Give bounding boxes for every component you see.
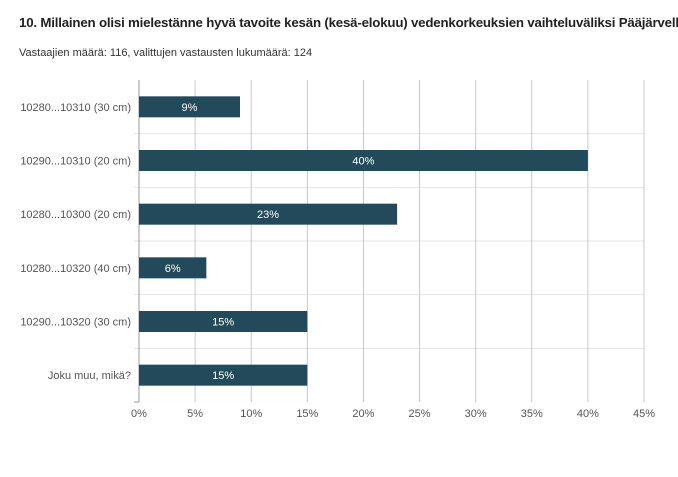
chart-subtitle: Vastaajien määrä: 116, valittujen vastau… bbox=[19, 47, 313, 59]
category-label: 10280...10300 (20 cm) bbox=[20, 209, 131, 221]
x-tick-label: 15% bbox=[296, 408, 318, 420]
bar bbox=[139, 96, 240, 118]
data-label: 40% bbox=[352, 156, 374, 168]
bar bbox=[139, 257, 207, 279]
category-label: Joku muu, mikä? bbox=[48, 370, 131, 382]
x-tick-label: 40% bbox=[577, 408, 599, 420]
x-tick-label: 25% bbox=[409, 408, 431, 420]
x-tick-label: 5% bbox=[187, 408, 203, 420]
data-label: 15% bbox=[212, 317, 234, 329]
category-label: 10290...10310 (20 cm) bbox=[20, 156, 131, 168]
data-label: 23% bbox=[257, 209, 279, 221]
x-tick-label: 45% bbox=[633, 408, 655, 420]
bar bbox=[139, 150, 588, 171]
x-tick-label: 30% bbox=[465, 408, 487, 420]
category-label: 10290...10320 (30 cm) bbox=[20, 317, 131, 329]
bar bbox=[139, 203, 398, 225]
x-tick-label: 35% bbox=[521, 408, 543, 420]
x-tick-label: 10% bbox=[240, 408, 262, 420]
data-label: 6% bbox=[165, 263, 181, 275]
data-label: 9% bbox=[182, 102, 198, 114]
category-label: 10280...10310 (30 cm) bbox=[20, 102, 131, 114]
bar bbox=[139, 364, 308, 386]
data-label: 15% bbox=[212, 370, 234, 382]
bar bbox=[139, 311, 308, 332]
x-tick-label: 0% bbox=[131, 408, 147, 420]
x-tick-label: 20% bbox=[352, 408, 374, 420]
chart-title: 10. Millainen olisi mielestänne hyvä tav… bbox=[19, 15, 678, 30]
category-label: 10280...10320 (40 cm) bbox=[20, 263, 131, 275]
